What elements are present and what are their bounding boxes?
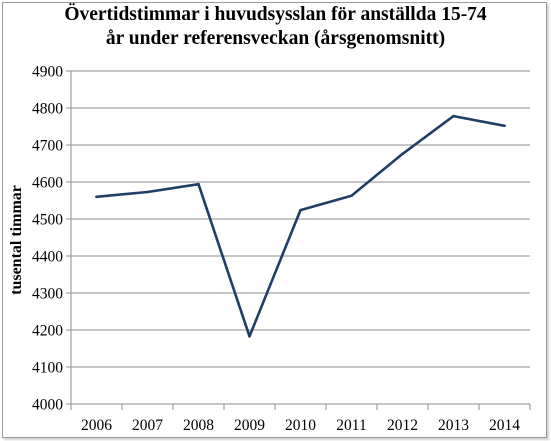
chart-title-line-1: Övertidstimmar i huvudsysslan för anstäl… (64, 4, 487, 25)
x-tick-label: 2009 (234, 417, 265, 434)
y-tick-label: 4400 (32, 249, 63, 266)
y-tick-label: 4600 (32, 175, 63, 192)
data-point (146, 190, 149, 194)
data-point (95, 195, 98, 199)
y-tick-label: 4200 (32, 323, 63, 340)
y-tick-label: 4700 (32, 138, 63, 155)
x-tick-label: 2008 (183, 417, 214, 434)
y-axis-label: tusental timmar (8, 185, 25, 295)
data-point (299, 208, 302, 212)
series-layer (95, 114, 506, 338)
chart-frame (2, 2, 547, 438)
data-point (503, 124, 506, 128)
chart-title-line-2: år under referensveckan (årsgenomsnitt) (105, 28, 446, 49)
data-point (197, 182, 200, 186)
x-tick-label: 2014 (489, 417, 520, 434)
x-tick-label: 2011 (336, 417, 366, 434)
y-tick-label: 4300 (32, 286, 63, 303)
y-tick-label: 4000 (32, 397, 63, 414)
y-tick-label: 4900 (32, 64, 63, 81)
data-point (350, 194, 353, 197)
data-point (452, 114, 455, 118)
x-tick-label: 2010 (285, 417, 316, 434)
gridlines (71, 70, 530, 368)
y-tick-label: 4100 (32, 360, 63, 377)
axes (66, 70, 531, 410)
series-line (95, 114, 506, 338)
chart-title: Övertidstimmar i huvudsysslan för anstäl… (0, 3, 551, 51)
x-tick-label: 2006 (81, 417, 112, 434)
x-tick-label: 2007 (132, 417, 163, 434)
y-tick-label: 4800 (32, 101, 63, 118)
x-tick-label: 2013 (438, 417, 469, 434)
x-tick-label: 2012 (387, 417, 418, 434)
tick-labels: 4000 4100 4200 4300 4400 4500 4600 4700 4800 4900… (32, 64, 520, 435)
y-tick-label: 4500 (32, 212, 63, 229)
data-point (248, 334, 251, 338)
data-point (401, 152, 404, 156)
